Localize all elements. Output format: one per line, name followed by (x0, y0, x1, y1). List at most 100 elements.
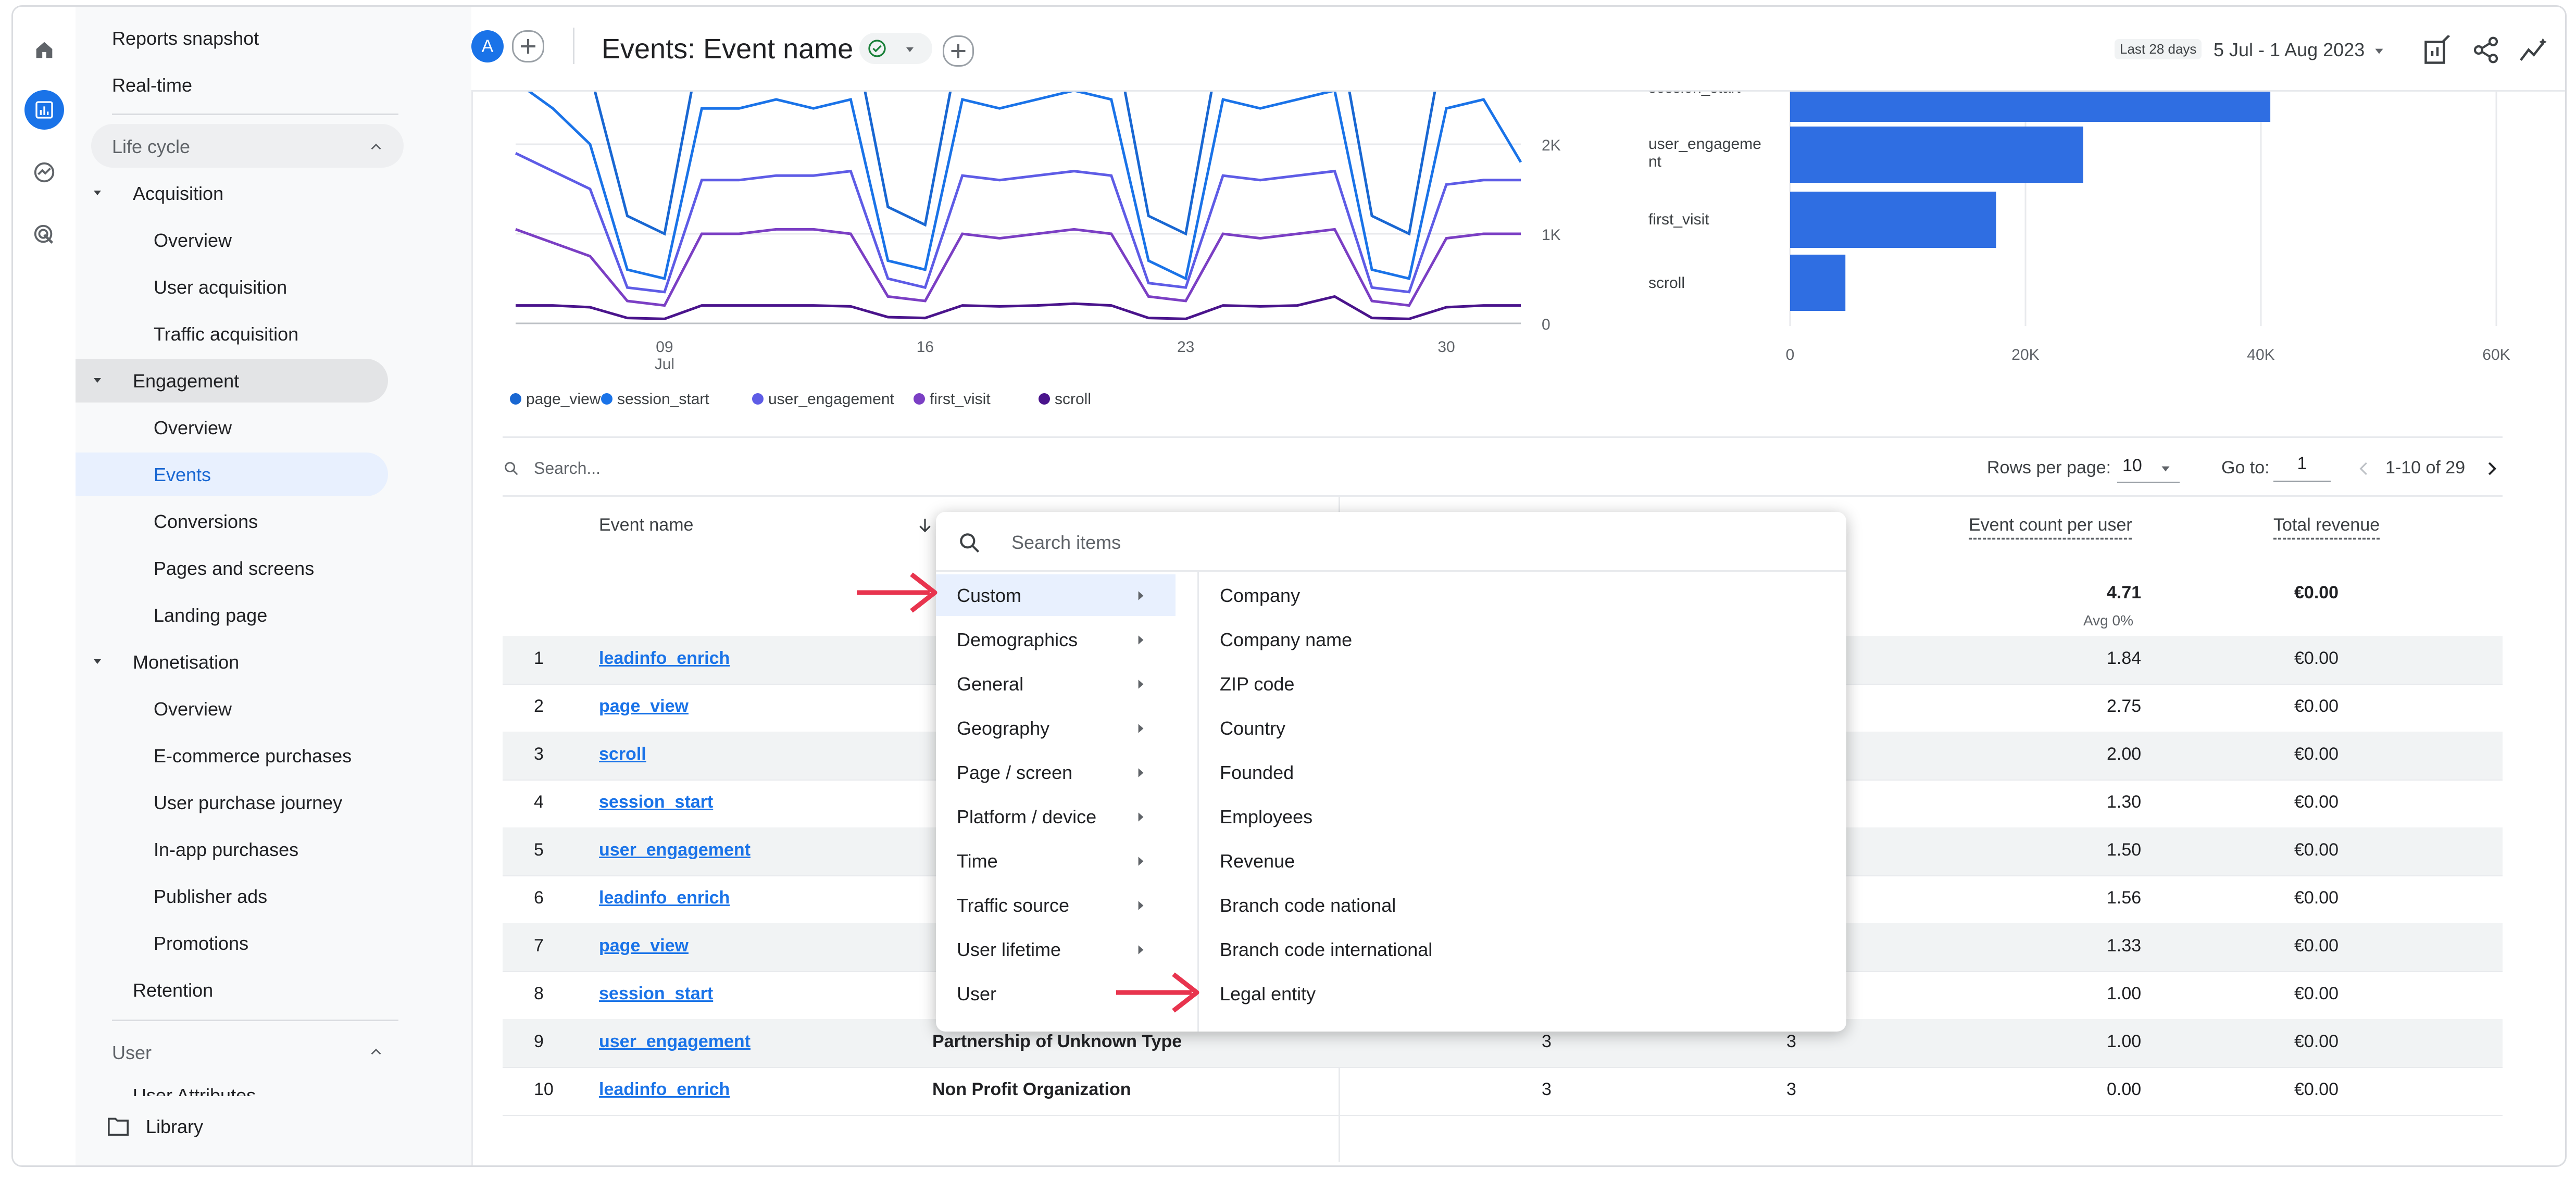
row-index: 4 (534, 792, 544, 812)
goto-page-input[interactable]: 1 (2273, 454, 2331, 482)
next-page-icon[interactable] (2482, 459, 2502, 479)
nav-user-acquisition[interactable]: User acquisition (154, 277, 287, 298)
menu-dimension-item[interactable]: Country (1220, 718, 1286, 739)
nav-landing-page[interactable]: Landing page (154, 605, 268, 626)
menu-category-item[interactable]: Page / screen (957, 762, 1073, 783)
event-name-link[interactable]: page_view (599, 696, 689, 716)
nav-user-purchase-journey[interactable]: User purchase journey (154, 792, 343, 813)
row-index: 9 (534, 1032, 544, 1051)
menu-dimension-item[interactable]: Revenue (1220, 850, 1295, 872)
nav-lifecycle-label: Life cycle (112, 136, 191, 157)
col-header-event-name[interactable]: Event name (599, 515, 694, 535)
col-header-event-count-per-user[interactable]: Event count per user (1969, 515, 2132, 535)
menu-category-item[interactable]: User (957, 983, 997, 1004)
menu-category-item[interactable]: Traffic source (957, 895, 1070, 916)
nav-inapp-purchases[interactable]: In-app purchases (154, 839, 299, 860)
menu-dimension-item[interactable]: Employees (1220, 806, 1313, 827)
nav-user-attributes[interactable]: User Attributes (133, 1085, 256, 1096)
nav-engagement-overview[interactable]: Overview (154, 417, 232, 438)
menu-dimension-item[interactable]: Legal entity (1220, 983, 1316, 1004)
nav-retention[interactable]: Retention (133, 979, 214, 1001)
submenu-arrow-icon (1138, 680, 1144, 689)
prev-page-icon[interactable] (2354, 459, 2374, 479)
menu-dimension-item[interactable]: Company name (1220, 629, 1353, 650)
nav-traffic-acquisition[interactable]: Traffic acquisition (154, 323, 299, 345)
nav-library[interactable]: Library (146, 1116, 204, 1137)
nav-promotions[interactable]: Promotions (154, 933, 249, 954)
event-name-link[interactable]: session_start (599, 792, 714, 812)
nav-section-lifecycle[interactable] (91, 124, 404, 168)
nav-user-section[interactable]: User (112, 1042, 152, 1063)
legend-label[interactable]: user_engagement (768, 391, 895, 408)
menu-category-item[interactable]: Geography (957, 718, 1050, 739)
legend-label[interactable]: page_view (526, 391, 601, 408)
menu-dimension-item[interactable]: Branch code international (1220, 939, 1433, 960)
revenue-value: €0.00 (2294, 696, 2339, 716)
event-name-link[interactable]: user_engagement (599, 840, 751, 860)
nav-monetisation-overview[interactable]: Overview (154, 698, 232, 720)
events-line-chart: 2K 1K 0 09 16 23 30 Jul page_view session_start us… (510, 92, 1561, 408)
date-range-picker[interactable]: 5 Jul - 1 Aug 2023 (2214, 39, 2365, 60)
nav-realtime[interactable]: Real-time (112, 74, 193, 96)
event-name-link[interactable]: user_engagement (599, 1032, 751, 1051)
nav-monetisation[interactable]: Monetisation (133, 651, 240, 673)
bar-x-tick-label: 20K (2011, 346, 2039, 363)
nav-engagement[interactable]: Engagement (133, 370, 240, 392)
menu-category-item[interactable]: User lifetime (957, 939, 1061, 960)
table-search-input[interactable]: Search... (534, 459, 601, 478)
chevron-up-icon[interactable] (367, 138, 385, 156)
nav-acquisition[interactable]: Acquisition (133, 183, 224, 204)
nav-publisher-ads[interactable]: Publisher ads (154, 886, 268, 907)
sort-desc-icon[interactable] (915, 515, 935, 536)
legend-label[interactable]: scroll (1055, 391, 1091, 408)
event-name-link[interactable]: page_view (599, 936, 689, 956)
nav-acquisition-overview[interactable]: Overview (154, 230, 232, 251)
menu-category-item[interactable]: Custom (957, 585, 1022, 606)
event-name-link[interactable]: scroll (599, 744, 646, 764)
nav-conversions[interactable]: Conversions (154, 511, 258, 532)
nav-ecommerce-purchases[interactable]: E-commerce purchases (154, 745, 352, 767)
reports-icon[interactable] (24, 90, 64, 130)
menu-category-item[interactable]: Demographics (957, 629, 1078, 650)
nav-pages-screens[interactable]: Pages and screens (154, 558, 315, 579)
comparison-avatar[interactable]: A (471, 30, 504, 62)
menu-search-input[interactable]: Search items (1011, 532, 1121, 553)
event-name-link[interactable]: leadinfo_enrich (599, 1079, 730, 1099)
event-name-link[interactable]: session_start (599, 984, 714, 1003)
event-name-link[interactable]: leadinfo_enrich (599, 888, 730, 908)
add-comparison-button[interactable] (512, 30, 544, 62)
nav-events[interactable]: Events (154, 464, 211, 485)
caret-down-icon[interactable] (91, 374, 104, 386)
table-row[interactable]: 10 leadinfo_enrich Non Profit Organization… (503, 1067, 2503, 1116)
menu-dimension-item[interactable]: Company (1220, 585, 1300, 606)
table-row[interactable]: 9 user_engagement Partnership of Unknown T… (503, 1019, 2503, 1068)
share-icon[interactable] (2471, 35, 2500, 65)
customize-report-icon[interactable] (2422, 35, 2453, 67)
caret-down-icon[interactable] (91, 186, 104, 199)
menu-category-item[interactable]: Time (957, 850, 998, 872)
menu-category-item[interactable]: Platform / device (957, 806, 1097, 827)
report-status-chip[interactable] (859, 33, 932, 64)
menu-dimension-item[interactable]: Founded (1220, 762, 1294, 783)
total-avg-note: Avg 0% (2083, 612, 2133, 629)
rows-per-page-select[interactable]: 10 (2117, 456, 2180, 483)
legend-label[interactable]: session_start (617, 391, 709, 408)
insights-icon[interactable] (2518, 35, 2549, 67)
date-dropdown-icon[interactable] (2372, 44, 2386, 58)
add-filter-button[interactable] (943, 35, 974, 67)
event-name-link[interactable]: leadinfo_enrich (599, 648, 730, 668)
legend-label[interactable]: first_visit (930, 391, 991, 408)
row-index: 3 (534, 744, 544, 764)
home-icon[interactable] (24, 30, 64, 70)
col-header-total-revenue[interactable]: Total revenue (2273, 515, 2380, 535)
explore-icon[interactable] (24, 153, 64, 192)
menu-category-item[interactable]: General (957, 673, 1024, 695)
nav-reports-snapshot[interactable]: Reports snapshot (112, 28, 259, 49)
menu-dimension-item[interactable]: ZIP code (1220, 673, 1295, 695)
annotation-arrow-legal-entity (1116, 972, 1199, 1013)
menu-dimension-item[interactable]: Branch code national (1220, 895, 1396, 916)
revenue-value: €0.00 (2294, 648, 2339, 668)
caret-down-icon[interactable] (91, 655, 104, 668)
advertising-icon[interactable] (24, 215, 64, 255)
chevron-up-icon[interactable] (367, 1043, 385, 1061)
